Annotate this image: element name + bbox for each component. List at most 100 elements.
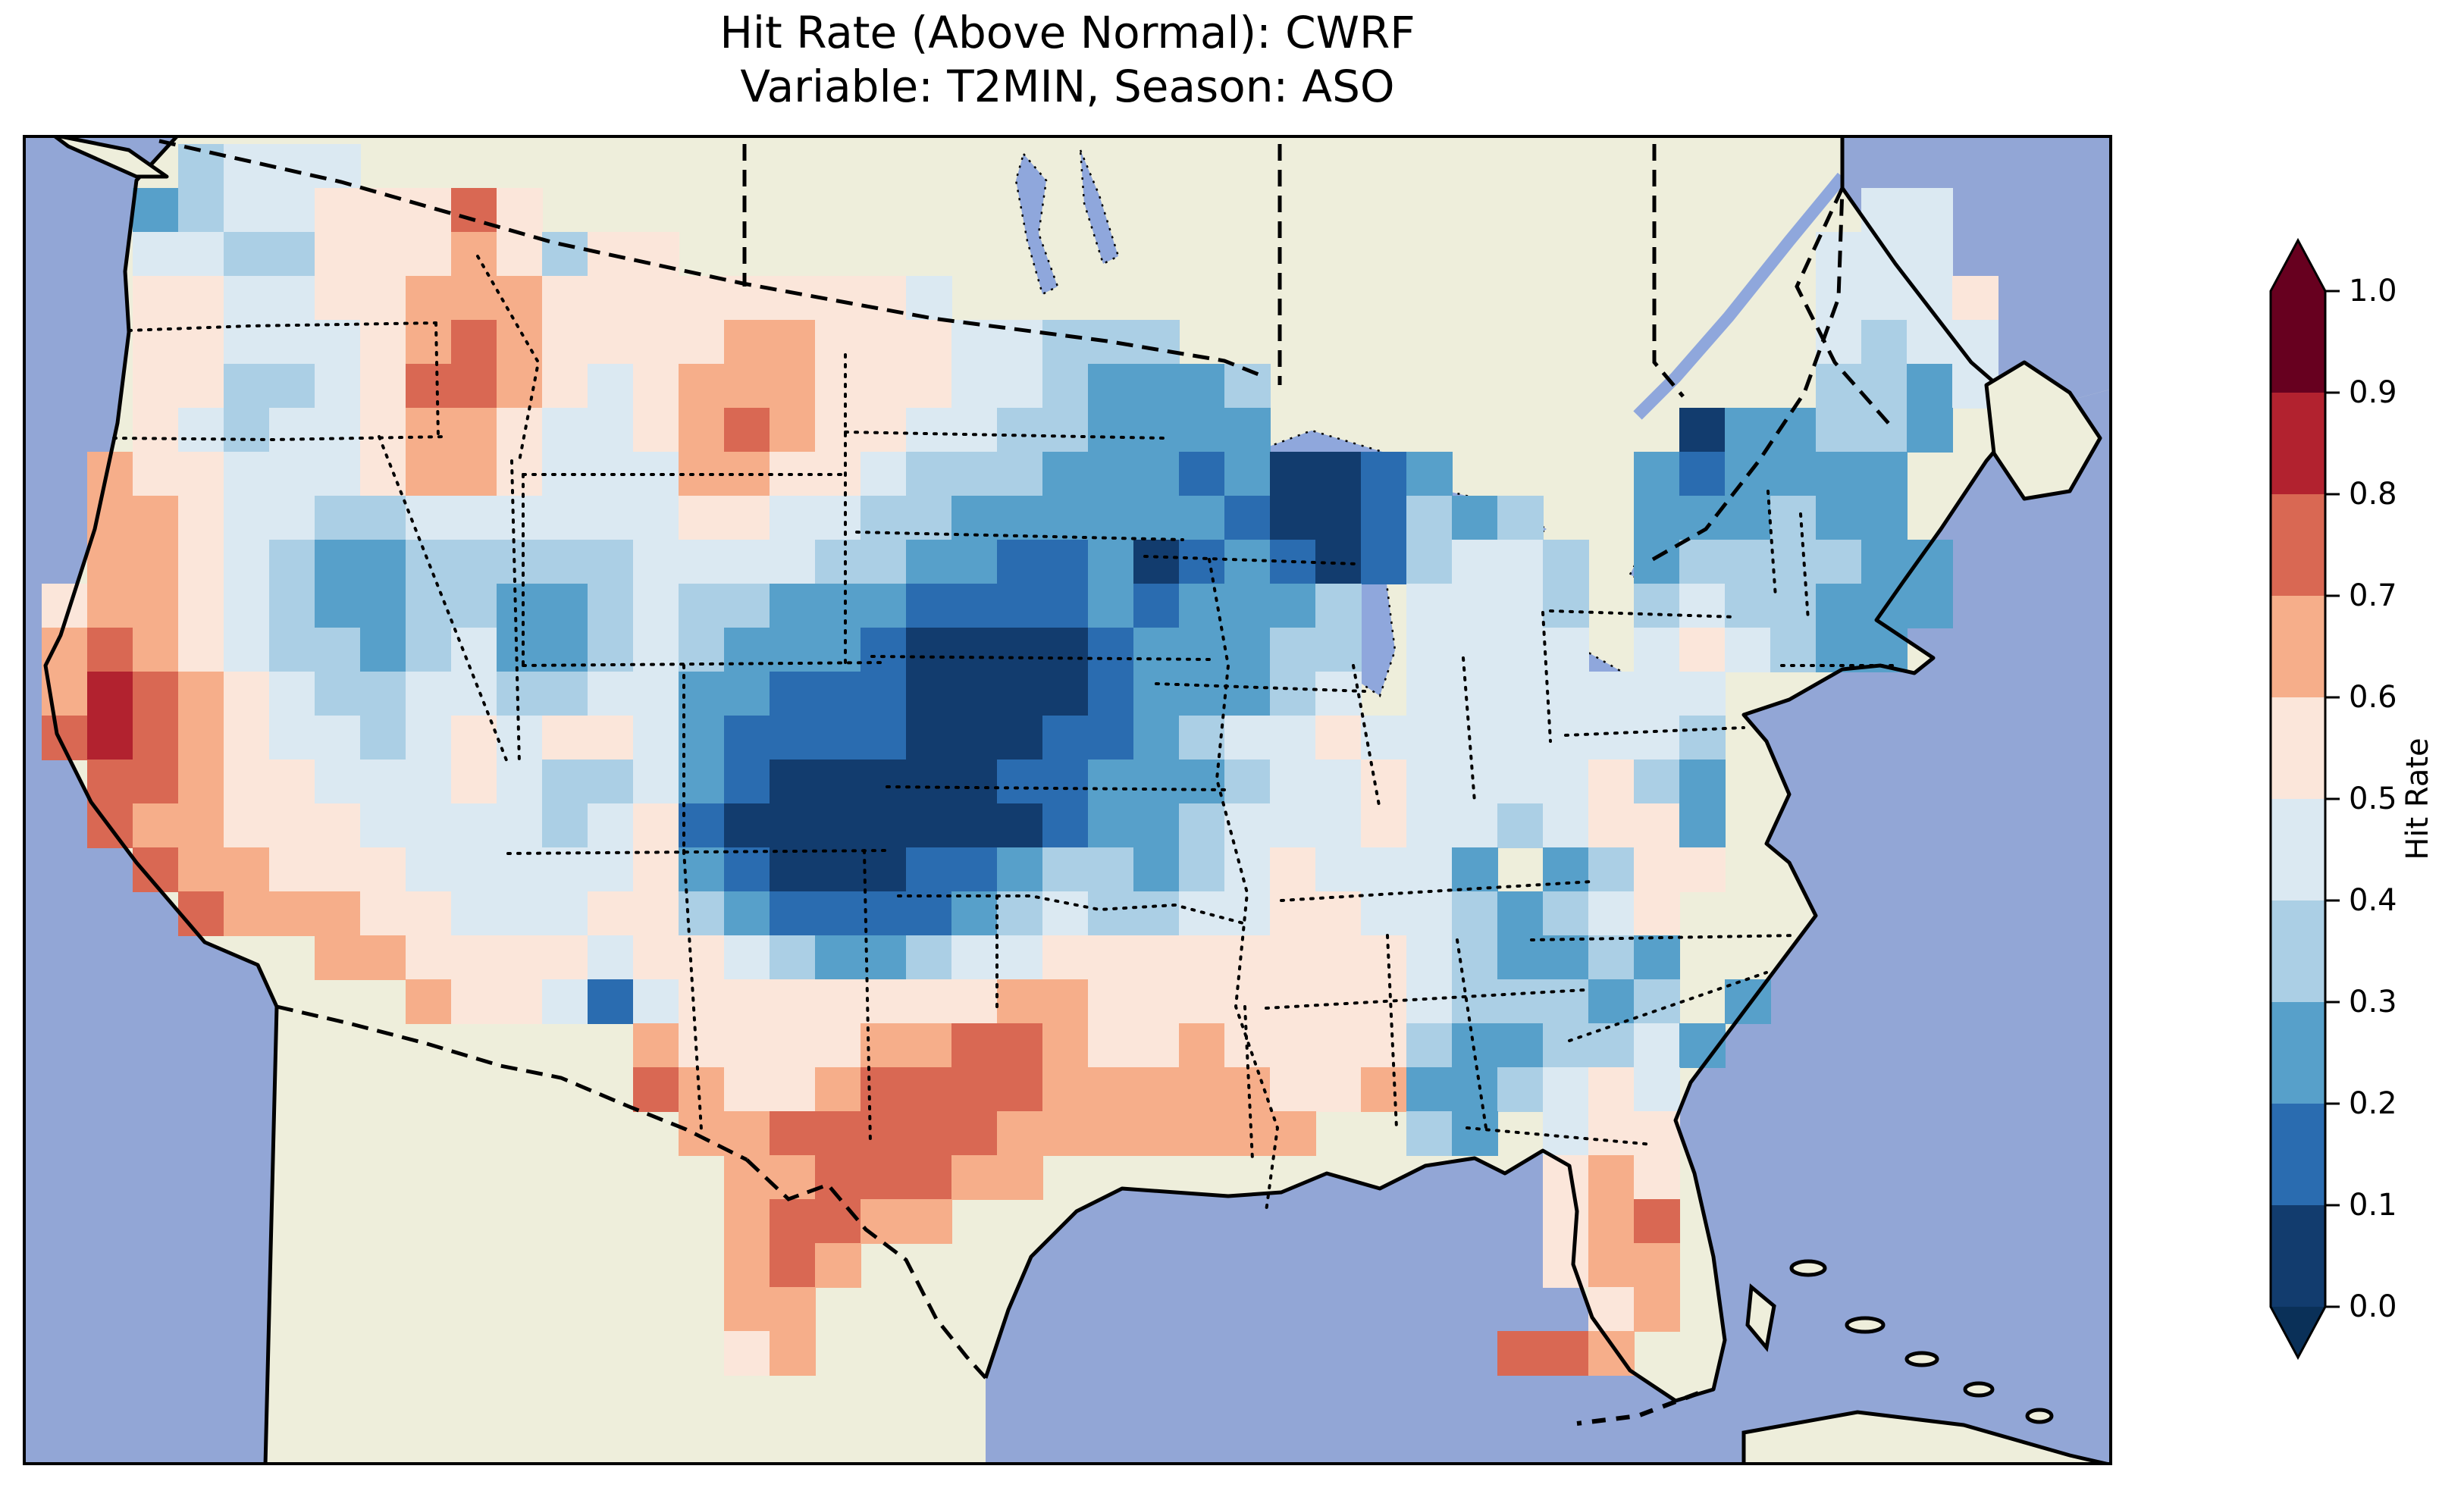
grid-cell [1133,628,1180,672]
grid-cell [997,716,1043,760]
grid-cell [724,628,770,672]
grid-cell [815,1023,861,1068]
grid-cell [1361,1023,1407,1068]
grid-cell [1634,760,1680,804]
grid-cell [1634,452,1680,496]
grid-cell [1133,408,1180,453]
grid-cell [406,496,452,540]
grid-cell [451,935,497,980]
grid-cell [815,847,861,892]
grid-cell [1861,452,1908,496]
grid-cell [269,320,315,365]
grid-cell [1179,1067,1225,1112]
grid-cell [178,144,224,189]
grid-cell [951,1155,998,1200]
grid-cell [1042,584,1089,628]
grid-cell [178,716,224,760]
grid-cell [1179,935,1225,980]
grid-cell [1315,672,1362,716]
grid-cell [906,452,952,496]
grid-cell [1179,1111,1225,1156]
grid-cell [997,452,1043,496]
grid-cell [224,452,270,496]
colorbar-tick-label: 0.4 [2349,883,2397,918]
grid-cell [451,540,497,584]
grid-cell [451,891,497,936]
grid-cell [1179,452,1225,496]
caribbean-islands [1741,1259,2112,1465]
grid-cell [451,408,497,453]
grid-cell [1224,628,1271,672]
cuba [1741,1410,2112,1465]
grid-cell [1315,716,1362,760]
grid-cell [1907,232,1953,277]
grid-cell [497,232,543,277]
grid-cell [588,672,634,716]
colorbar-tick-label: 0.6 [2349,680,2397,715]
grid-cell [497,276,543,321]
grid-cell [1088,320,1134,365]
colorbar-tick-label: 0.3 [2349,985,2397,1019]
grid-cell [1042,1023,1089,1068]
grid-cell [1042,716,1089,760]
grid-cell [269,584,315,628]
grid-cell [633,803,679,848]
grid-cell [542,716,588,760]
grid-cell [1270,847,1316,892]
grid-cell [1634,1155,1680,1200]
grid-cell [724,364,770,409]
grid-cell [406,232,452,277]
grid-cell [1361,760,1407,804]
grid-cell [770,276,816,321]
grid-cell [1634,540,1680,584]
grid-cell [770,760,816,804]
grid-cell [178,672,224,716]
grid-cell [1497,672,1544,716]
grid-cell [133,276,179,321]
grid-cell [1770,584,1817,628]
colorbar-under-arrow [2271,1307,2325,1358]
grid-cell [178,188,224,233]
grid-cell [451,672,497,716]
grid-cell [770,891,816,936]
grid-cell [1543,1199,1589,1244]
grid-cell [815,628,861,672]
grid-cell [724,1199,770,1244]
grid-cell [1088,847,1134,892]
grid-cell [724,716,770,760]
grid-cell [406,672,452,716]
grid-cell [724,803,770,848]
grid-cell [724,847,770,892]
grid-cell [997,803,1043,848]
grid-cell [1042,803,1089,848]
grid-cell [1679,716,1726,760]
grid-cell [1770,452,1817,496]
grid-cell [770,716,816,760]
grid-cell [224,540,270,584]
grid-cell [861,672,907,716]
grid-cell [1315,584,1362,628]
grid-cell [679,891,725,936]
grid-cell [1816,364,1862,409]
grid-cell [1497,628,1544,672]
grid-cell [224,803,270,848]
grid-cell [724,935,770,980]
nova-scotia [1984,360,2102,501]
grid-cell [1452,847,1498,892]
grid-cell [1133,847,1180,892]
grid-cell [1634,1023,1680,1068]
grid-cell [224,760,270,804]
grid-cell [1042,364,1089,409]
grid-cell [1270,935,1316,980]
grid-cell [815,935,861,980]
grid-cell [497,935,543,980]
grid-cell [406,628,452,672]
grid-cell [997,979,1043,1024]
grid-cell [1406,979,1453,1024]
colorbar-tick-label: 0.0 [2349,1289,2397,1324]
grid-cell [951,891,998,936]
grid-cell [770,979,816,1024]
grid-cell [724,1023,770,1068]
grid-cell [1179,672,1225,716]
